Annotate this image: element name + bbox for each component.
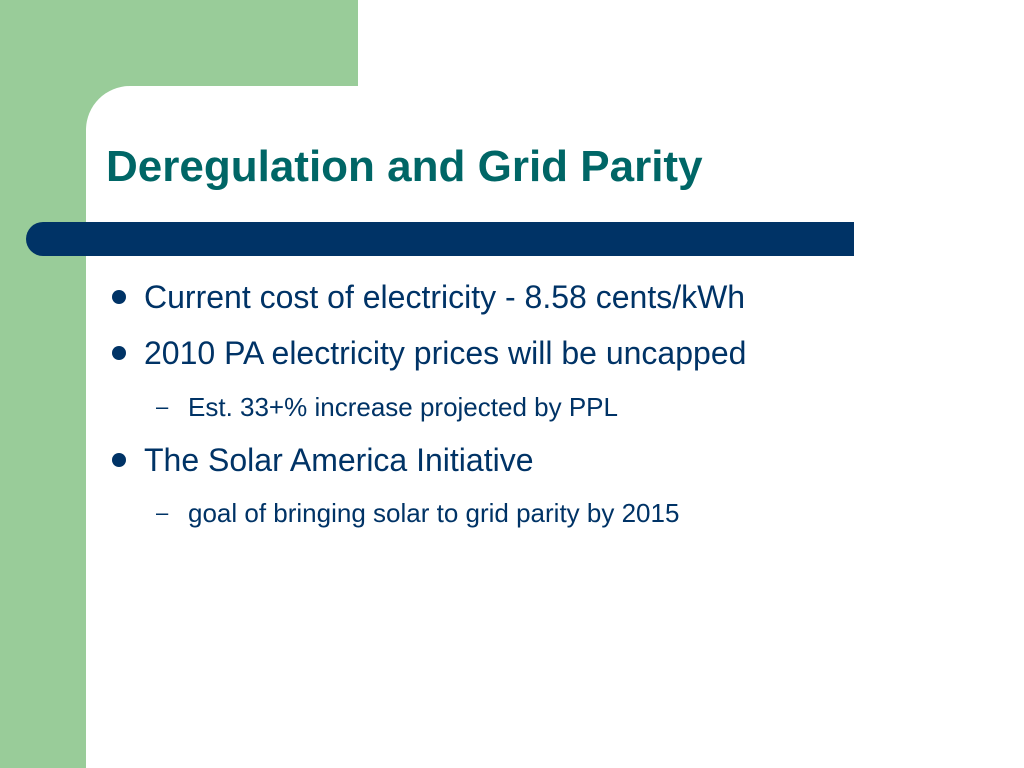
bullet-text: The Solar America Initiative xyxy=(144,442,534,478)
dash-bullet-icon: – xyxy=(156,394,169,419)
sub-bullet-text: Est. 33+% increase projected by PPL xyxy=(188,392,618,422)
bullet-text: 2010 PA electricity prices will be uncap… xyxy=(144,335,747,371)
bullet-dot-icon xyxy=(112,453,126,467)
bullet-item: 2010 PA electricity prices will be uncap… xyxy=(106,333,746,373)
bullet-text: Current cost of electricity - 8.58 cents… xyxy=(144,279,746,315)
bullet-dot-icon xyxy=(112,290,126,304)
bullet-item: The Solar America Initiative xyxy=(106,440,534,480)
bullet-dot-icon xyxy=(112,346,126,360)
dash-bullet-icon: – xyxy=(156,500,169,525)
content-panel xyxy=(86,86,1024,768)
sub-bullet-text: goal of bringing solar to grid parity by… xyxy=(188,498,680,528)
bullet-item: Current cost of electricity - 8.58 cents… xyxy=(106,277,745,317)
title-underline-bar xyxy=(26,222,854,256)
sub-bullet-item: – Est. 33+% increase projected by PPL xyxy=(156,390,618,424)
sub-bullet-item: – goal of bringing solar to grid parity … xyxy=(156,496,679,530)
slide-title: Deregulation and Grid Parity xyxy=(106,142,703,191)
